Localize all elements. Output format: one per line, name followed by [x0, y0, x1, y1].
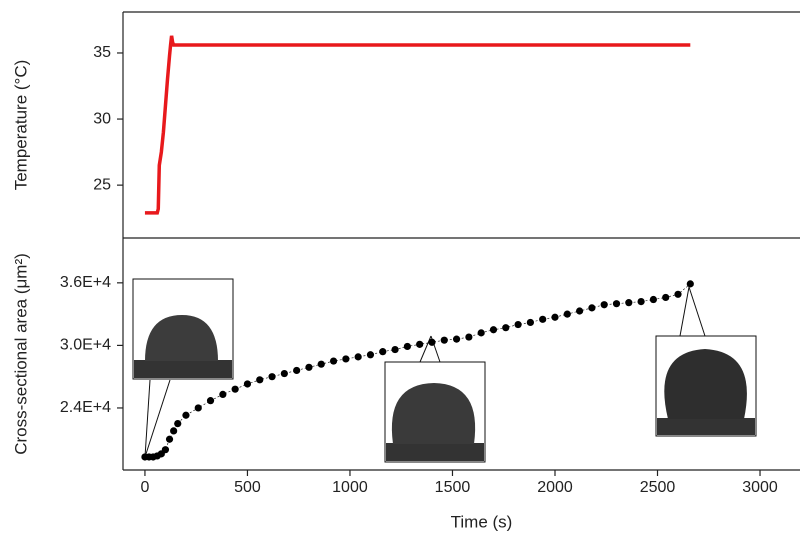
point [206, 397, 215, 405]
x-tick-label: 500 [234, 479, 261, 496]
point [317, 360, 325, 368]
point [182, 411, 190, 419]
x-tick-label: 2000 [537, 479, 573, 496]
point [489, 326, 498, 334]
point [342, 355, 350, 363]
point [440, 336, 448, 344]
insets [132, 278, 757, 463]
point [170, 427, 178, 435]
point [379, 348, 387, 356]
point [194, 404, 202, 412]
point [674, 290, 682, 298]
y-tick-label: 3.0E+4 [60, 337, 111, 354]
point [354, 353, 362, 361]
point [256, 376, 264, 384]
point [514, 320, 522, 329]
point [219, 390, 227, 399]
x-tick-label: 1000 [332, 479, 368, 496]
point [329, 357, 338, 365]
point [428, 338, 436, 346]
point [268, 373, 276, 381]
point [477, 329, 485, 337]
point [161, 446, 170, 454]
x-tick-label: 0 [140, 479, 149, 496]
point [539, 315, 547, 323]
point [416, 340, 424, 348]
point [637, 298, 645, 306]
point [588, 304, 596, 312]
point [575, 307, 584, 315]
y-tick-label: 30 [93, 110, 111, 127]
line [144, 35, 691, 215]
y-tick-label: 3.6E+4 [60, 274, 111, 291]
x-tick-label: 2500 [640, 479, 676, 496]
point [551, 313, 559, 321]
point [243, 380, 252, 388]
point [280, 369, 288, 378]
point [174, 420, 182, 428]
point [452, 335, 461, 343]
point [305, 363, 313, 371]
point [612, 300, 621, 308]
x-axis-label: Time (s) [451, 512, 513, 531]
point [391, 345, 399, 354]
point [526, 318, 534, 327]
point [403, 342, 411, 351]
point [563, 310, 571, 318]
point [649, 295, 658, 304]
point [366, 351, 375, 359]
point [625, 299, 633, 307]
point [662, 293, 670, 302]
point [293, 366, 301, 375]
y-tick-label: 25 [93, 176, 111, 193]
connector [144, 283, 691, 458]
point [686, 280, 694, 288]
point [502, 324, 510, 332]
x-tick-label: 3000 [742, 479, 778, 496]
y-tick-label: 35 [93, 44, 111, 61]
point [465, 333, 473, 341]
point [165, 435, 174, 443]
y-axis-label: Temperature (°C) [11, 60, 30, 191]
point [600, 301, 608, 309]
y-axis-label: Cross-sectional area (μm²) [11, 253, 30, 455]
point [231, 385, 239, 393]
x-tick-label: 1500 [435, 479, 471, 496]
y-tick-label: 2.4E+4 [60, 399, 111, 416]
